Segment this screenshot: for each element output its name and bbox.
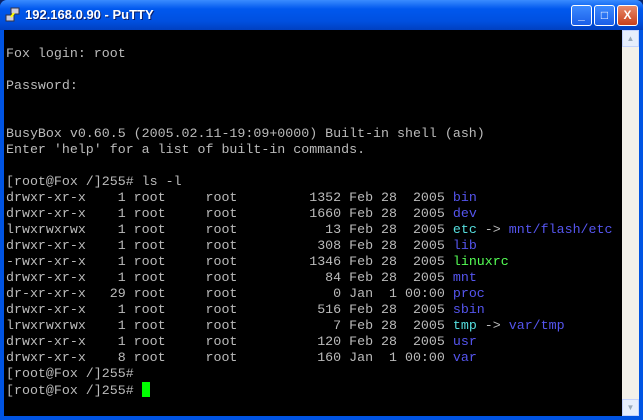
terminal-output[interactable]: Fox login: root Password: BusyBox v0.60.5 …: [4, 30, 622, 416]
file-name: mnt/flash/etc: [508, 222, 613, 237]
file-name: linuxrc: [452, 254, 509, 269]
file-name: var/tmp: [508, 318, 565, 333]
terminal-text: [root@Fox /]255#: [6, 383, 142, 398]
file-name: proc: [452, 286, 485, 301]
terminal-text: -rwxr-xr-x 1 root root 1346 Feb 28 2005: [6, 254, 453, 269]
putty-app-icon[interactable]: [5, 7, 21, 23]
text-cursor: [141, 382, 150, 397]
terminal-line: [root@Fox /]255#: [4, 382, 622, 398]
terminal-line: [4, 30, 622, 46]
file-name: var: [452, 350, 477, 365]
vertical-scrollbar[interactable]: ▲ ▼: [622, 30, 639, 416]
terminal-text: dr-xr-xr-x 29 root root 0 Jan 1 00:00: [6, 286, 453, 301]
terminal-text: drwxr-xr-x 1 root root 1352 Feb 28 2005: [6, 190, 453, 205]
terminal-line: [4, 158, 622, 174]
file-name: etc: [452, 222, 477, 237]
terminal-text: lrwxrwxrwx 1 root root 7 Feb 28 2005: [6, 318, 453, 333]
terminal-text: Fox login: root: [6, 46, 126, 61]
terminal-text: [root@Fox /]255# ls -l: [6, 174, 182, 189]
terminal-text: [root@Fox /]255#: [6, 366, 134, 381]
terminal-text: Enter 'help' for a list of built-in comm…: [6, 142, 366, 157]
file-name: lib: [452, 238, 477, 253]
file-name: mnt: [452, 270, 477, 285]
file-name: bin: [452, 190, 477, 205]
terminal-line: Password:: [4, 78, 622, 94]
close-button[interactable]: X: [617, 5, 638, 26]
terminal-line: drwxr-xr-x 1 root root 1352 Feb 28 2005 …: [4, 190, 622, 206]
terminal-line: Fox login: root: [4, 46, 622, 62]
terminal-text: drwxr-xr-x 1 root root 308 Feb 28 2005: [6, 238, 453, 253]
file-name: usr: [452, 334, 477, 349]
scroll-down-arrow-icon[interactable]: ▼: [622, 399, 639, 416]
terminal-line: drwxr-xr-x 1 root root 516 Feb 28 2005 s…: [4, 302, 622, 318]
terminal-line: drwxr-xr-x 1 root root 1660 Feb 28 2005 …: [4, 206, 622, 222]
terminal-line: Enter 'help' for a list of built-in comm…: [4, 142, 622, 158]
terminal-text: drwxr-xr-x 1 root root 120 Feb 28 2005: [6, 334, 453, 349]
terminal-line: [4, 110, 622, 126]
terminal-line: drwxr-xr-x 8 root root 160 Jan 1 00:00 v…: [4, 350, 622, 366]
scroll-up-arrow-icon[interactable]: ▲: [622, 30, 639, 47]
terminal-line: drwxr-xr-x 1 root root 308 Feb 28 2005 l…: [4, 238, 622, 254]
terminal-line: drwxr-xr-x 1 root root 120 Feb 28 2005 u…: [4, 334, 622, 350]
terminal-text: lrwxrwxrwx 1 root root 13 Feb 28 2005: [6, 222, 453, 237]
terminal-text: drwxr-xr-x 1 root root 1660 Feb 28 2005: [6, 206, 453, 221]
terminal-line: -rwxr-xr-x 1 root root 1346 Feb 28 2005 …: [4, 254, 622, 270]
terminal-line: [root@Fox /]255#: [4, 366, 622, 382]
window-title: 192.168.0.90 - PuTTY: [25, 7, 154, 22]
terminal-text: drwxr-xr-x 8 root root 160 Jan 1 00:00: [6, 350, 453, 365]
terminal-line: [4, 94, 622, 110]
title-bar[interactable]: 192.168.0.90 - PuTTY _ □ X: [0, 0, 643, 30]
terminal-line: lrwxrwxrwx 1 root root 7 Feb 28 2005 tmp…: [4, 318, 622, 334]
terminal-line: [4, 62, 622, 78]
terminal-line: drwxr-xr-x 1 root root 84 Feb 28 2005 mn…: [4, 270, 622, 286]
terminal-line: BusyBox v0.60.5 (2005.02.11-19:09+0000) …: [4, 126, 622, 142]
file-name: dev: [452, 206, 477, 221]
terminal-text: ->: [476, 318, 509, 333]
terminal-text: ->: [476, 222, 509, 237]
terminal-text: BusyBox v0.60.5 (2005.02.11-19:09+0000) …: [6, 126, 485, 141]
terminal-line: dr-xr-xr-x 29 root root 0 Jan 1 00:00 pr…: [4, 286, 622, 302]
terminal-line: [root@Fox /]255# ls -l: [4, 174, 622, 190]
terminal-text: drwxr-xr-x 1 root root 84 Feb 28 2005: [6, 270, 453, 285]
terminal-line: lrwxrwxrwx 1 root root 13 Feb 28 2005 et…: [4, 222, 622, 238]
file-name: sbin: [452, 302, 485, 317]
file-name: tmp: [452, 318, 477, 333]
maximize-button[interactable]: □: [594, 5, 615, 26]
terminal-text: Password:: [6, 78, 78, 93]
terminal-text: drwxr-xr-x 1 root root 516 Feb 28 2005: [6, 302, 453, 317]
minimize-button[interactable]: _: [571, 5, 592, 26]
